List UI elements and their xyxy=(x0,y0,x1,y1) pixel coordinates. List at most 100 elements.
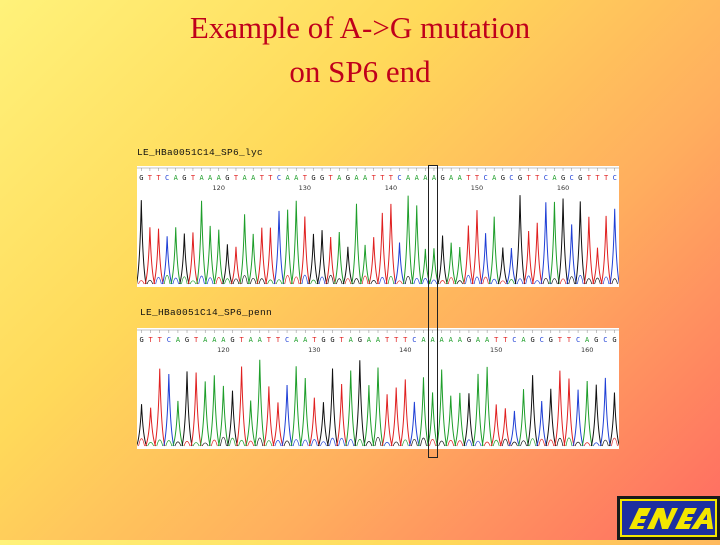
base-call: T xyxy=(148,174,153,182)
base-call: A xyxy=(406,174,411,182)
trace-noise xyxy=(404,275,412,285)
mutation-highlight-box xyxy=(428,165,438,458)
base-call: T xyxy=(303,174,308,182)
base-call: T xyxy=(403,336,408,344)
trace-noise xyxy=(411,438,418,447)
trace-noise xyxy=(534,280,541,285)
trace-peak xyxy=(137,404,148,447)
trace-noise xyxy=(401,439,409,447)
trace-noise xyxy=(473,276,481,285)
trace-peak xyxy=(363,385,375,447)
slide-title-line-1: Example of A->G mutation xyxy=(189,10,531,45)
trace-noise xyxy=(318,276,326,285)
trace-peak xyxy=(239,214,250,285)
trace-peak xyxy=(527,375,539,447)
trace-peak xyxy=(245,400,257,447)
trace-noise xyxy=(338,437,345,447)
trace-noise xyxy=(594,277,601,285)
trace-peak xyxy=(172,400,184,447)
trace-peak xyxy=(196,200,207,285)
base-call: T xyxy=(475,174,480,182)
trace-peak xyxy=(354,360,366,447)
trace-peak xyxy=(563,378,575,447)
trace-peak xyxy=(179,233,190,285)
trace-noise xyxy=(551,278,558,285)
trace-peak xyxy=(325,237,336,285)
trace-peak xyxy=(263,386,275,447)
trace-noise xyxy=(163,275,171,285)
base-call: T xyxy=(372,174,377,182)
trace-peak xyxy=(437,235,448,285)
trace-noise xyxy=(429,439,436,447)
trace-noise xyxy=(568,276,575,285)
trace-peak xyxy=(536,400,548,447)
trace-peak xyxy=(208,375,220,447)
base-call: A xyxy=(208,174,213,182)
trace-noise xyxy=(293,276,300,285)
trace-noise xyxy=(256,437,264,447)
base-call: A xyxy=(415,174,420,182)
base-call: C xyxy=(285,336,289,344)
trace-noise xyxy=(565,437,573,447)
base-call: A xyxy=(485,336,490,344)
trace-noise xyxy=(265,440,273,447)
trace-noise xyxy=(229,437,236,447)
trace-peak xyxy=(463,393,475,447)
trace-noise xyxy=(456,440,464,447)
base-call: A xyxy=(337,174,342,182)
trace-noise xyxy=(525,275,532,285)
trace-noise xyxy=(492,439,500,447)
trace-noise xyxy=(172,277,179,285)
base-call: A xyxy=(294,336,299,344)
trace-peak xyxy=(471,210,483,285)
trace-peak xyxy=(359,244,371,285)
trace-peak xyxy=(154,368,166,447)
base-call: A xyxy=(585,336,590,344)
trace-peak xyxy=(199,381,211,447)
trace-peak xyxy=(481,366,493,447)
base-call: C xyxy=(570,174,574,182)
trace-peak xyxy=(227,390,238,447)
base-call: T xyxy=(604,174,609,182)
trace-peak xyxy=(408,401,420,447)
base-call: G xyxy=(440,174,444,182)
trace-noise xyxy=(353,278,360,285)
base-call: G xyxy=(230,336,234,344)
base-call: A xyxy=(286,174,291,182)
base-call: T xyxy=(149,336,154,344)
trace-noise xyxy=(611,278,618,285)
base-call: C xyxy=(544,174,548,182)
trace-noise xyxy=(422,278,429,285)
trace-peak xyxy=(282,209,293,285)
trace-peak xyxy=(217,385,229,447)
trace-peak xyxy=(523,230,534,285)
trace-peak xyxy=(417,377,429,447)
trace-peak xyxy=(575,201,586,285)
trace-noise xyxy=(547,439,555,447)
slide-title-line-2: on SP6 end xyxy=(289,54,431,89)
base-call: T xyxy=(466,174,471,182)
trace-noise xyxy=(499,280,506,285)
base-call: C xyxy=(540,336,544,344)
trace-noise xyxy=(583,442,591,447)
base-call: T xyxy=(595,174,600,182)
trace-noise xyxy=(592,442,600,447)
trace-peak xyxy=(549,201,560,285)
base-call: A xyxy=(449,336,454,344)
base-call: T xyxy=(276,336,281,344)
trace-noise xyxy=(138,280,145,285)
base-call: A xyxy=(367,336,372,344)
trace-peak xyxy=(566,224,577,285)
trace-noise xyxy=(430,279,438,285)
trace-peak xyxy=(609,208,619,285)
trace-noise xyxy=(516,278,524,285)
track-label-lyc: LE_HBa0051C14_SP6_lyc xyxy=(137,147,264,158)
base-call: G xyxy=(139,336,143,344)
base-call: C xyxy=(483,174,487,182)
base-call: C xyxy=(509,174,513,182)
trace-noise xyxy=(283,440,291,447)
trace-peak xyxy=(317,402,329,447)
base-call: A xyxy=(242,174,247,182)
base-call: A xyxy=(432,174,437,182)
